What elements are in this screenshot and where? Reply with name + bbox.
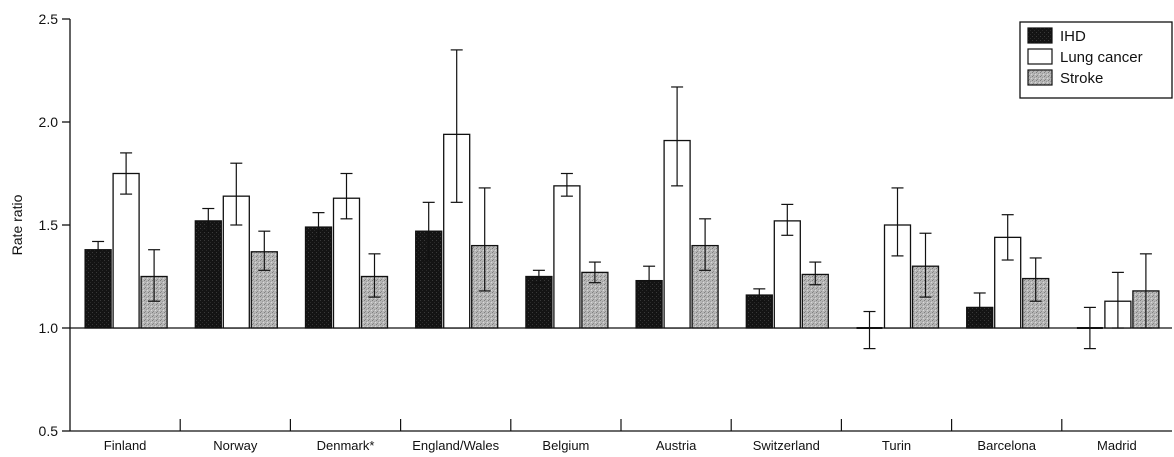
bar-ihd (194, 220, 222, 329)
legend-swatch-lung-cancer (1027, 48, 1053, 65)
bar-lung-cancer (773, 220, 801, 329)
label-layer: 0.5 1.0 1.5 2.0 2.5 Rate ratio Finland Norway De… (9, 11, 1137, 453)
y-tick-label: 2.0 (39, 114, 59, 130)
y-tick-label: 0.5 (39, 423, 59, 439)
x-category-label: Switzerland (753, 438, 820, 453)
legend-label-lung-cancer: Lung cancer (1060, 49, 1143, 66)
legend-swatch-stroke (1027, 69, 1053, 86)
bar-lung-cancer (112, 172, 140, 329)
y-axis-label: Rate ratio (9, 194, 25, 255)
x-category-label: England/Wales (412, 438, 499, 453)
y-tick-label: 2.5 (39, 11, 59, 27)
x-category-label: Finland (104, 438, 147, 453)
x-category-label: Denmark* (317, 438, 375, 453)
x-category-label: Barcelona (977, 438, 1036, 453)
legend: IHD Lung cancer Stroke (1019, 21, 1173, 99)
bar-ihd (525, 275, 553, 329)
bar-ihd (304, 226, 333, 329)
bar-lung-cancer (222, 195, 250, 329)
x-category-label: Austria (656, 438, 697, 453)
x-category-label: Belgium (542, 438, 589, 453)
x-category-label: Norway (213, 438, 258, 453)
legend-label-ihd: IHD (1060, 28, 1086, 45)
x-category-label: Turin (882, 438, 911, 453)
bar-layer (84, 133, 1160, 329)
bar-ihd (84, 249, 112, 329)
bar-lung-cancer (553, 185, 581, 329)
legend-label-stroke: Stroke (1060, 70, 1103, 87)
y-tick-label: 1.0 (39, 320, 59, 336)
legend-swatch-ihd (1027, 27, 1053, 44)
y-tick-label: 1.5 (39, 217, 59, 233)
error-bar-layer (92, 49, 1152, 350)
x-category-label: Madrid (1097, 438, 1137, 453)
bar-lung-cancer (332, 197, 361, 329)
